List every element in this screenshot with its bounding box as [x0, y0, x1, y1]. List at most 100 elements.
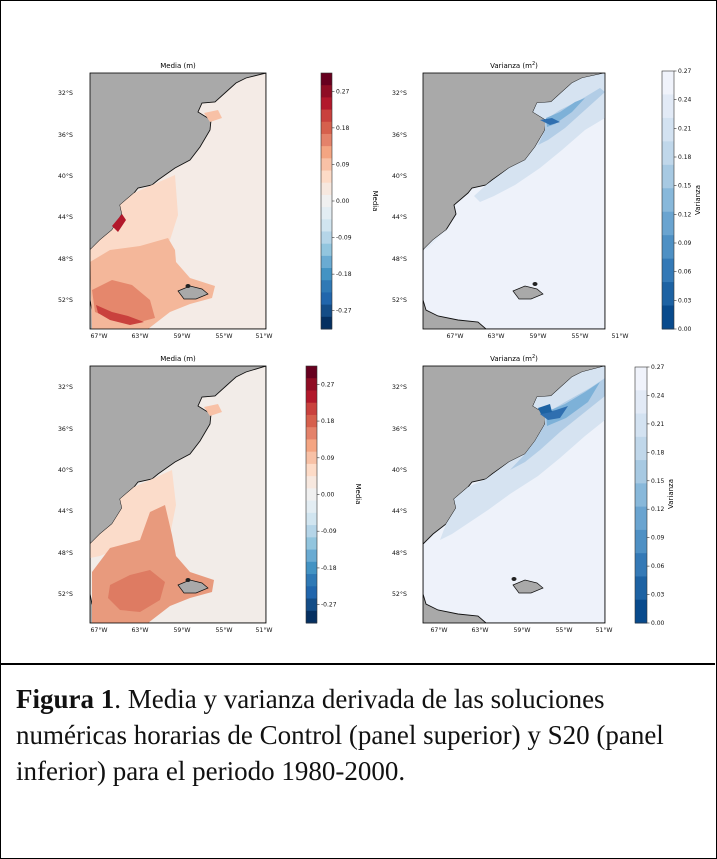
- colorbar-tick-label: 0.09: [321, 455, 335, 462]
- colorbar-segment: [321, 292, 332, 306]
- colorbar-segment: [306, 525, 317, 538]
- colorbar-border: [661, 70, 675, 330]
- colorbar-tick-label: 0.15: [678, 183, 692, 190]
- lon-label: 51°W: [255, 332, 272, 340]
- colorbar-tick-label: 0.03: [651, 592, 665, 599]
- colorbar-segment: [321, 73, 332, 86]
- colorbar-segment: [321, 219, 332, 232]
- colorbar-segment: [662, 141, 674, 166]
- colorbar-tick-label: 0.00: [678, 326, 692, 333]
- contour-fill: [423, 225, 452, 250]
- lon-label: 55°W: [215, 332, 232, 340]
- colorbar-segment: [662, 258, 674, 283]
- lat-label: 52°S: [58, 590, 73, 598]
- lat-label: 44°S: [392, 213, 407, 221]
- lat-axis: 32°S 36°S 40°S 44°S 48°S 52°S: [392, 89, 407, 304]
- lat-label: 32°S: [392, 89, 407, 97]
- contour-fill: [108, 570, 165, 612]
- colorbar-tick-label: 0.18: [678, 154, 692, 161]
- contour-fill: [204, 110, 222, 122]
- colorbar-segment: [321, 268, 332, 281]
- lat-label: 36°S: [58, 425, 73, 433]
- colorbar-segment: [635, 390, 647, 415]
- map-border: [422, 72, 606, 330]
- colorbar: 0.27 0.18 0.09 0.00 -0.09 -0.18 -0.27: [305, 365, 337, 624]
- colorbar-tick-label: 0.00: [336, 198, 350, 205]
- lon-axis: 67°W 63°W 59°W 55°W 51°W: [90, 626, 272, 634]
- colorbar: 0.27 0.24 0.21 0.18 0.15 0.12 0.09 0.06 0.03 0.00: [634, 364, 665, 627]
- colorbar-segment: [662, 188, 674, 213]
- lat-axis: 32°S 36°S 40°S 44°S 48°S 52°S: [58, 89, 73, 304]
- colorbar-segment: [321, 280, 332, 293]
- panel-media-control: Media (m) 32°S 36°S 40°S 44°S 48°S 52°S …: [58, 62, 379, 340]
- colorbar-tick-label: 0.24: [678, 97, 692, 104]
- colorbar-segment: [635, 506, 647, 531]
- lat-label: 36°S: [392, 425, 407, 433]
- lat-label: 52°S: [58, 296, 73, 304]
- lon-axis: 67°W 63°W 59°W 55°W 51°W: [90, 332, 272, 340]
- colorbar-tick-label: 0.12: [678, 211, 692, 218]
- colorbar-tick-label: 0.00: [651, 620, 665, 627]
- colorbar-segment: [635, 553, 647, 577]
- colorbar-segment: [306, 414, 317, 428]
- lon-label: 59°W: [173, 332, 190, 340]
- lon-label: 63°W: [471, 626, 488, 634]
- lat-label: 36°S: [392, 131, 407, 139]
- caption-label: Figura 1: [16, 684, 115, 714]
- lat-label: 40°S: [392, 172, 407, 180]
- lon-label: 67°W: [90, 626, 107, 634]
- lon-label: 55°W: [571, 332, 588, 340]
- colorbar-segment: [321, 231, 332, 245]
- colorbar-segment: [321, 146, 332, 159]
- lon-label: 67°W: [430, 626, 447, 634]
- colorbar-segment: [306, 427, 317, 440]
- colorbar-tick-label: 0.18: [651, 449, 665, 456]
- colorbar-tick-label: -0.27: [321, 602, 337, 609]
- lat-label: 44°S: [58, 213, 73, 221]
- lon-label: 51°W: [595, 626, 612, 634]
- island-marker: [532, 282, 538, 286]
- colorbar-segment: [635, 599, 647, 624]
- colorbar-segment: [662, 117, 674, 142]
- colorbar-tick-label: 0.06: [678, 269, 692, 276]
- lon-label: 59°W: [513, 626, 530, 634]
- figure-panels: Media (m) 32°S 36°S 40°S 44°S 48°S 52°S …: [58, 61, 702, 634]
- colorbar-segment: [306, 561, 317, 575]
- caption-divider: [0, 663, 715, 665]
- lat-axis: 32°S 36°S 40°S 44°S 48°S 52°S: [392, 383, 407, 598]
- lon-label: 67°W: [90, 332, 107, 340]
- colorbar-segment: [635, 436, 647, 461]
- island-marker: [511, 577, 517, 581]
- lat-label: 40°S: [58, 172, 73, 180]
- colorbar-tick-label: 0.27: [321, 381, 335, 388]
- colorbar-tick-label: -0.27: [336, 308, 352, 315]
- colorbar-tick-label: -0.18: [321, 565, 337, 572]
- lat-label: 40°S: [58, 466, 73, 474]
- lat-label: 52°S: [392, 296, 407, 304]
- map-border: [89, 72, 267, 330]
- lat-label: 48°S: [58, 549, 73, 557]
- colorbar-segment: [635, 529, 647, 554]
- panel-varianza-s20: Varianza (m2) 32°S 36°S 40°S 44°S 48°S 5…: [392, 354, 675, 634]
- colorbar-tick-label: 0.12: [651, 506, 665, 513]
- contour-fill: [204, 404, 222, 416]
- colorbar: 0.27 0.24 0.21 0.18 0.15 0.12 0.09 0.06 0.03 0.00: [661, 68, 692, 333]
- colorbar-segment: [662, 164, 674, 189]
- colorbar-segment: [321, 170, 332, 184]
- colorbar-segment: [321, 85, 332, 98]
- map-border: [422, 365, 606, 624]
- colorbar-segment: [306, 500, 317, 514]
- contour-fill: [112, 214, 126, 232]
- colorbar-tick-label: 0.00: [321, 492, 335, 499]
- islands: [512, 285, 544, 300]
- lat-label: 48°S: [392, 549, 407, 557]
- colorbar-segment: [321, 109, 332, 123]
- lon-label: 51°W: [611, 332, 628, 340]
- colorbar-label: Varianza: [694, 185, 702, 215]
- colorbar-segment: [306, 390, 317, 404]
- contour-fill: [96, 305, 144, 325]
- lon-label: 67°W: [446, 332, 463, 340]
- colorbar-tick-label: 0.06: [651, 563, 665, 570]
- lat-label: 48°S: [392, 255, 407, 263]
- colorbar-segment: [306, 598, 317, 612]
